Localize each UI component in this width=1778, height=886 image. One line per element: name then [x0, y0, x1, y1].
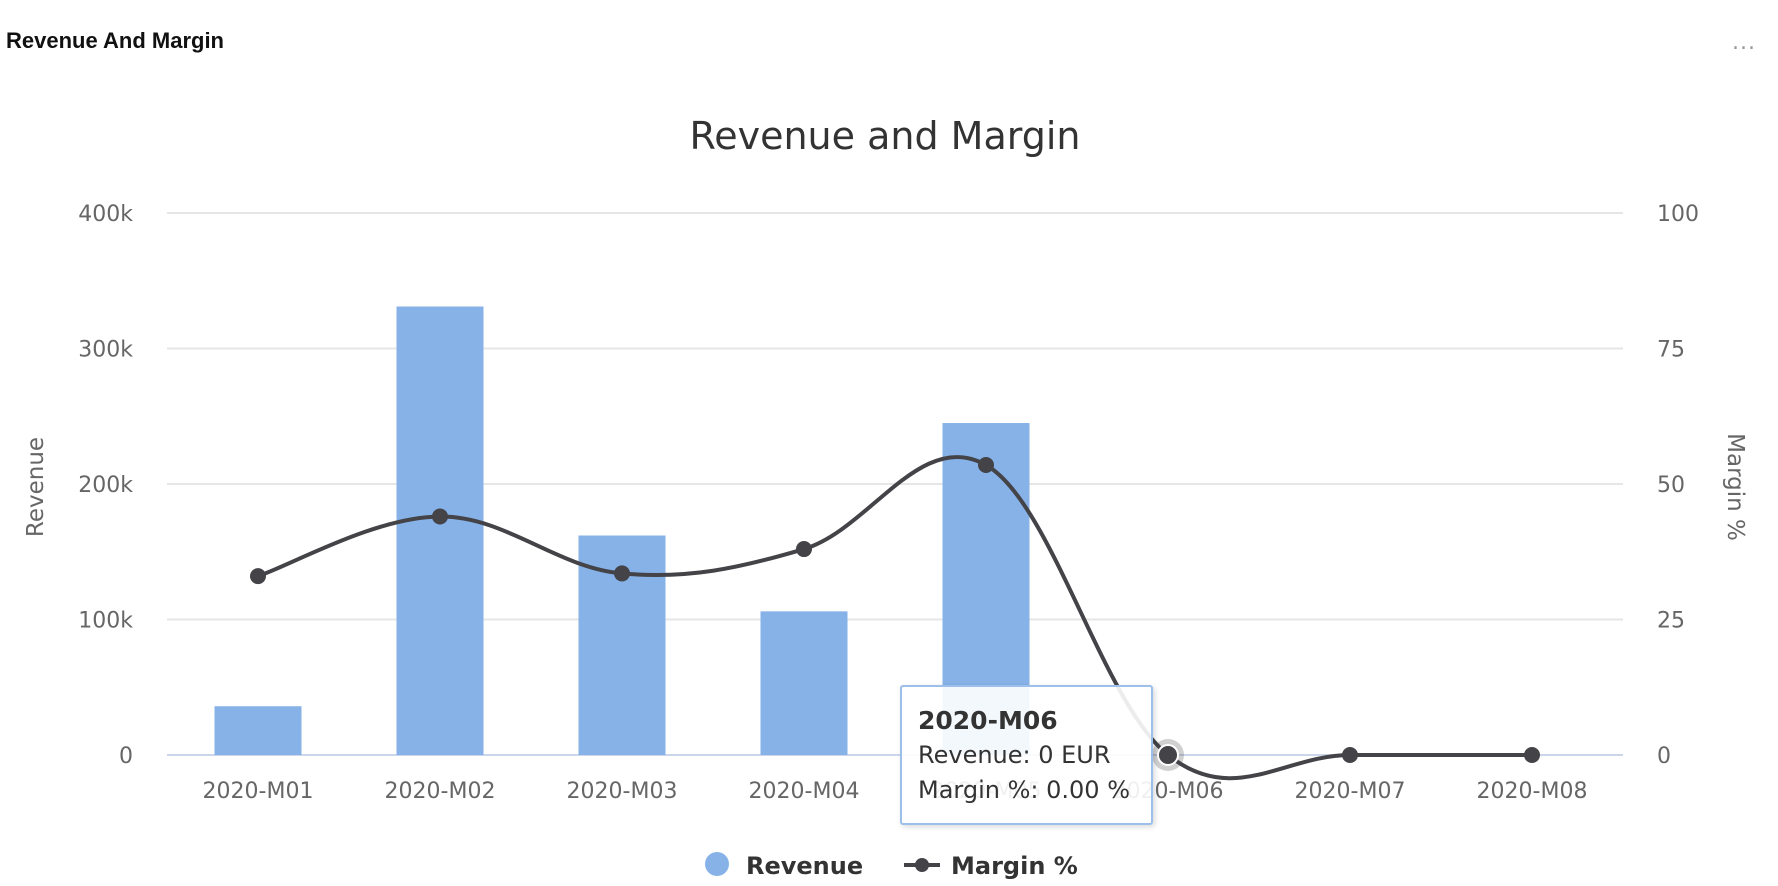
margin-point[interactable]: [796, 541, 812, 558]
y2-axis-label: Margin %: [1722, 433, 1748, 541]
margin-point[interactable]: [1342, 747, 1358, 763]
tooltip: 2020-M06 Revenue: 0 EUR Margin %: 0.00 %: [900, 685, 1153, 825]
revenue-bar[interactable]: [760, 611, 848, 755]
x-tick-label: 2020-M02: [385, 779, 496, 804]
revenue-bar[interactable]: [396, 306, 484, 755]
margin-line: [257, 455, 1532, 781]
margin-point[interactable]: [614, 565, 630, 582]
y2-tick-label: 75: [1657, 338, 1685, 363]
margin-point[interactable]: [1524, 747, 1540, 763]
x-tick-label: 2020-M08: [1477, 779, 1588, 804]
y2-tick-label: 100: [1657, 202, 1699, 227]
y-tick-label: 400k: [78, 202, 133, 227]
y-tick-label: 200k: [78, 473, 133, 498]
y2-tick-label: 0: [1657, 744, 1671, 769]
margin-point[interactable]: [250, 568, 266, 585]
y-tick-label: 0: [119, 744, 133, 769]
more-options-icon[interactable]: ...: [1732, 30, 1756, 55]
legend-margin-label[interactable]: Margin %: [951, 852, 1078, 880]
y2-tick-label: 25: [1657, 609, 1685, 634]
y-tick-label: 300k: [78, 338, 133, 363]
x-tick-label: 2020-M01: [203, 779, 314, 804]
chart-title: Revenue and Margin: [690, 114, 1081, 158]
x-tick-label: 2020-M03: [567, 779, 678, 804]
legend-revenue-label[interactable]: Revenue: [746, 852, 863, 880]
tooltip-title: 2020-M06: [918, 706, 1058, 735]
tooltip-revenue: Revenue: 0 EUR: [918, 741, 1111, 769]
y-axis-label: Revenue: [23, 437, 49, 537]
margin-point[interactable]: [1157, 744, 1179, 766]
widget-title: Revenue And Margin: [6, 28, 224, 53]
margin-point[interactable]: [978, 457, 994, 474]
legend-revenue-marker: [705, 852, 729, 876]
y2-tick-label: 50: [1657, 473, 1685, 498]
y-tick-label: 100k: [78, 609, 133, 634]
tooltip-margin: Margin %: 0.00 %: [918, 776, 1130, 804]
legend-margin-marker: [915, 858, 929, 872]
margin-point[interactable]: [432, 508, 448, 525]
x-tick-label: 2020-M04: [749, 779, 860, 804]
x-tick-label: 2020-M07: [1295, 779, 1406, 804]
revenue-bar[interactable]: [214, 706, 302, 755]
